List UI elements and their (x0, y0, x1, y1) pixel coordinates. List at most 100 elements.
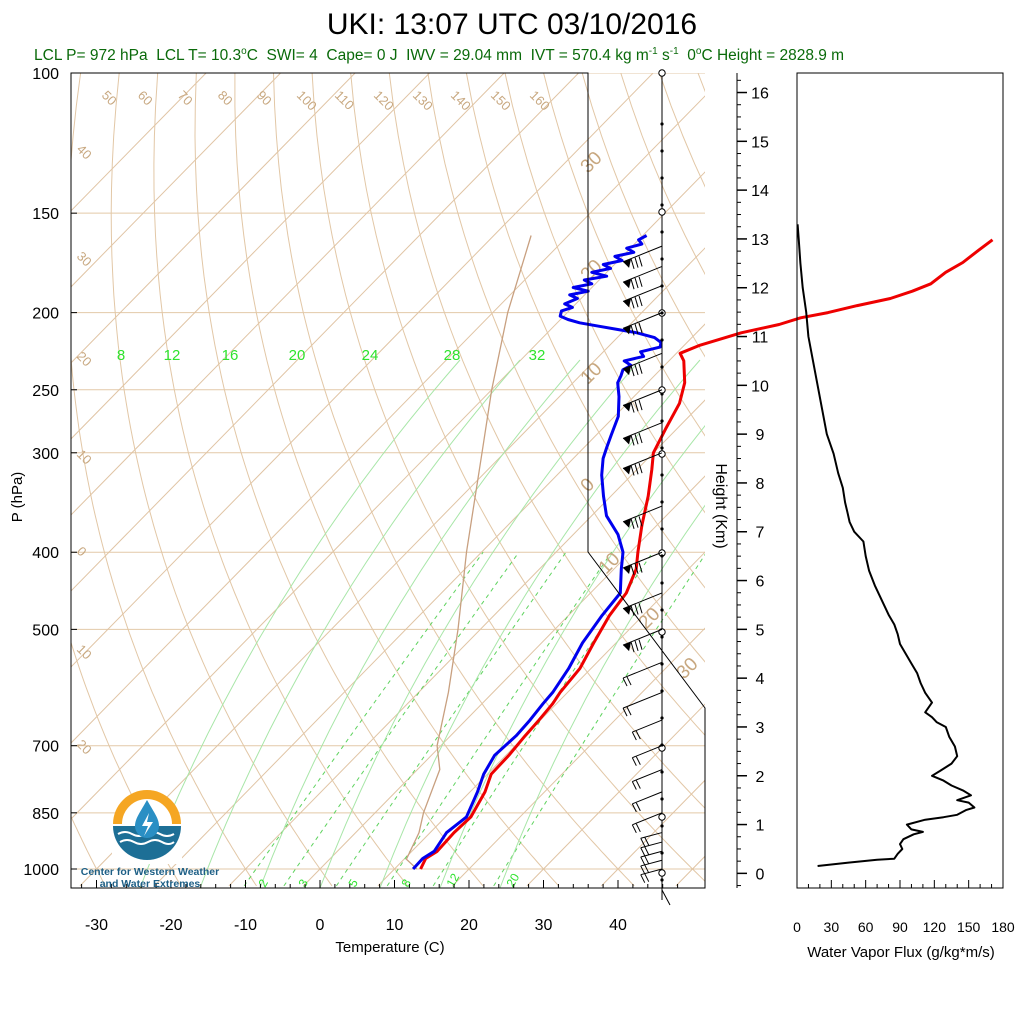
lcl-pressure: LCL P= 972 hPa (34, 47, 148, 65)
water-vapor-flux-line (796, 224, 976, 867)
isotherm-line (71, 73, 505, 516)
wind-barb-feather (626, 706, 632, 716)
wind-barb-feather (634, 297, 639, 308)
sounding-summary: LCL P= 972 hPa LCL T= 10.3oC SWI= 4 Cape… (34, 46, 1024, 65)
wind-barb-feather (638, 639, 643, 650)
wind-barb-pennant (623, 366, 632, 376)
wind-barb-feather (630, 641, 635, 653)
isotherm-line (71, 73, 579, 592)
wind-level-dot (660, 797, 664, 801)
pressure-tick-label: 1000 (23, 862, 59, 879)
pressure-tick-label: 700 (32, 739, 59, 756)
wind-barb-feather (638, 295, 643, 307)
isotherm-label-right: 30 (673, 654, 703, 684)
moist-adiabat (319, 359, 641, 888)
wind-barb-shaft (622, 422, 663, 439)
wind-barb-feather (635, 802, 641, 812)
wind-calm-circle (658, 69, 666, 77)
wind-barb-shaft (622, 551, 663, 569)
flux-x-tick-label: 30 (824, 919, 840, 935)
wind-barb-shaft (622, 285, 663, 302)
wind-level-dot (660, 527, 664, 531)
wind-barb-shaft (622, 505, 663, 523)
isotherm-line (71, 73, 207, 212)
flux-border (796, 72, 1004, 889)
temperature-tick-label: -20 (159, 917, 182, 934)
dry-adiabat-label: 100 (294, 88, 320, 114)
moist-adiabat-label: 16 (222, 347, 239, 364)
logo-caption-line1: Center for Western Weather (80, 866, 220, 878)
isotherm-line (377, 551, 705, 887)
wind-barb-feather (634, 434, 639, 445)
dry-adiabat (427, 73, 705, 663)
wind-barb-feather (631, 803, 637, 813)
pressure-tick-label: 250 (32, 383, 59, 400)
wind-barb-feather (635, 823, 641, 833)
height-tick-label: 16 (751, 86, 769, 103)
wind-level-dot (660, 203, 664, 207)
wind-barb-shaft (622, 265, 663, 283)
dry-adiabat (504, 73, 705, 514)
dry-adiabat (697, 73, 705, 93)
wind-barb-shaft (632, 812, 663, 826)
moist-adiabat (259, 359, 581, 888)
height-tick-label: 13 (751, 232, 769, 249)
wind-barb-pennant (623, 402, 632, 412)
wind-level-dot (660, 446, 664, 450)
isotherm-line (228, 399, 705, 887)
x-axis-label: Temperature (C) (335, 939, 444, 956)
wind-barb-feather (638, 322, 643, 334)
dry-adiabat (814, 73, 1024, 886)
wind-barb-column (622, 69, 671, 906)
isotherm-line (303, 475, 705, 887)
wind-barb-pennant (623, 518, 632, 528)
wind-barb-feather (634, 324, 639, 335)
temperature-tick-label: 40 (609, 917, 627, 934)
wind-barb-feather (640, 838, 646, 847)
dry-adiabat (775, 73, 1024, 886)
pressure-tick-label: 150 (32, 206, 59, 223)
isotherm-line (71, 73, 654, 668)
wind-barb-feather (630, 465, 635, 476)
wind-barb-shaft (622, 661, 663, 679)
wind-level-dot (660, 662, 664, 666)
wind-barb-pennant (623, 435, 632, 445)
wind-calm-circle (658, 208, 666, 216)
wind-barb-feather (630, 518, 635, 529)
dry-adiabat-label: 130 (410, 88, 436, 114)
wind-level-dot (660, 338, 664, 342)
isotherm-label: 20 (74, 737, 95, 758)
mixing-ratio-line (493, 553, 705, 887)
swi-value: SWI= 4 (266, 47, 318, 65)
wind-barb-feather (630, 325, 635, 336)
wind-barb-pennant (623, 642, 632, 652)
wind-barb-shaft (632, 791, 663, 805)
wind-barb-feather (638, 562, 643, 573)
wind-barb-feather (638, 516, 643, 527)
flux-x-tick-label: 120 (923, 919, 947, 935)
wind-level-dot (660, 473, 664, 477)
isotherm-label: 0 (74, 544, 90, 560)
profiles-clip (405, 235, 532, 870)
wind-barb-feather (630, 298, 635, 309)
wind-barb-feather (644, 864, 650, 874)
wind-barb-feather (631, 781, 637, 790)
wind-barb-feather (626, 676, 632, 686)
parcel-trace (405, 235, 532, 870)
wind-barb-feather (634, 604, 639, 615)
freezing-level: 0oC Height = 2828.9 m (687, 46, 845, 65)
wind-barb-feather (635, 756, 641, 765)
logo-caption-line2: and Water Extremes (99, 878, 201, 890)
temperature-tick-label: 0 (316, 917, 325, 934)
wind-staff-tail (661, 889, 671, 906)
height-tick-label: 2 (756, 769, 765, 786)
skew-grid-lines (71, 73, 1024, 888)
dry-adiabat (543, 73, 705, 437)
wind-barb-feather (634, 464, 639, 475)
logo-caption: Center for Western Weather and Water Ext… (70, 866, 230, 890)
wind-barb-shaft (622, 245, 663, 263)
isotherm-label: 10 (74, 642, 95, 663)
wind-barb-shaft (622, 592, 663, 610)
temperature-tick-label: -30 (85, 917, 108, 934)
